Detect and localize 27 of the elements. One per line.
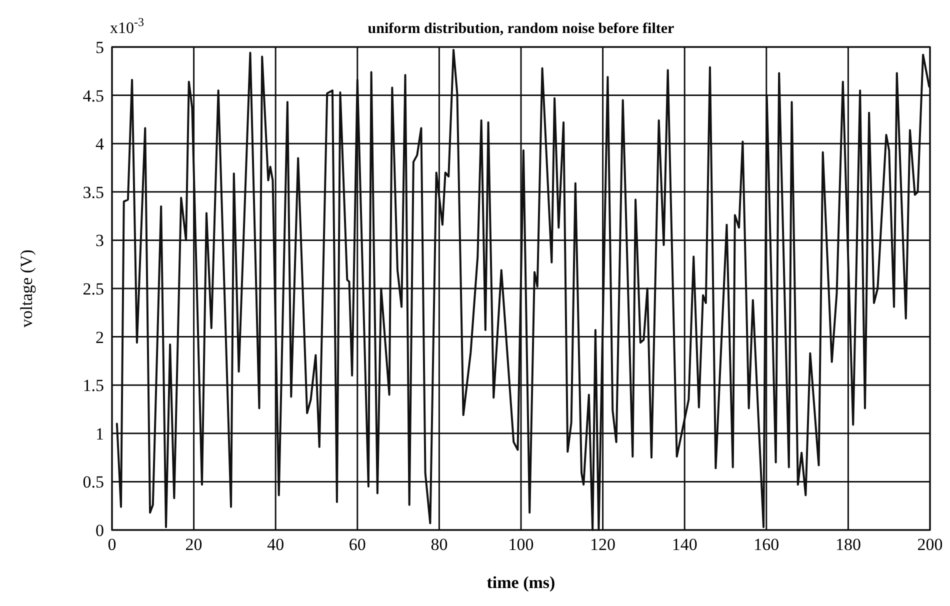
x-tick-label: 100	[508, 535, 534, 554]
y-tick-label: 3.5	[82, 182, 104, 202]
x-tick-label: 20	[185, 535, 202, 554]
y-tick-label: 5	[96, 38, 104, 57]
x-tick-label: 80	[430, 535, 448, 554]
y-tick-label: 0	[96, 520, 104, 540]
y-tick-label: 4	[96, 134, 104, 154]
x-tick-label: 40	[267, 535, 284, 554]
y-tick-label: 2	[96, 328, 104, 347]
y-tick-label: 3	[96, 231, 104, 250]
chart-title: uniform distribution, random noise before filter	[368, 21, 675, 37]
x-tick-label: 160	[754, 535, 780, 554]
x-tick-label: 140	[672, 535, 698, 554]
y-tick-label: 1	[96, 424, 104, 444]
x-tick-label: 180	[835, 535, 861, 554]
y-tick-label: 1.5	[82, 376, 104, 396]
y-axis-title: voltage (V)	[17, 250, 36, 328]
y-tick-label: 0.5	[82, 472, 104, 492]
y-tick-label: 2.5	[82, 279, 104, 298]
y-tick-label: 4.5	[82, 86, 104, 106]
text: x10$^{-3}$	[110, 15, 144, 37]
x-axis-title: time (ms)	[486, 573, 556, 592]
x-tick-label: 0	[108, 535, 116, 554]
x-tick-label: 120	[590, 535, 616, 554]
x-tick-label: 60	[348, 535, 366, 554]
line-series	[116, 48, 930, 531]
x-tick-label: 200	[917, 535, 943, 554]
